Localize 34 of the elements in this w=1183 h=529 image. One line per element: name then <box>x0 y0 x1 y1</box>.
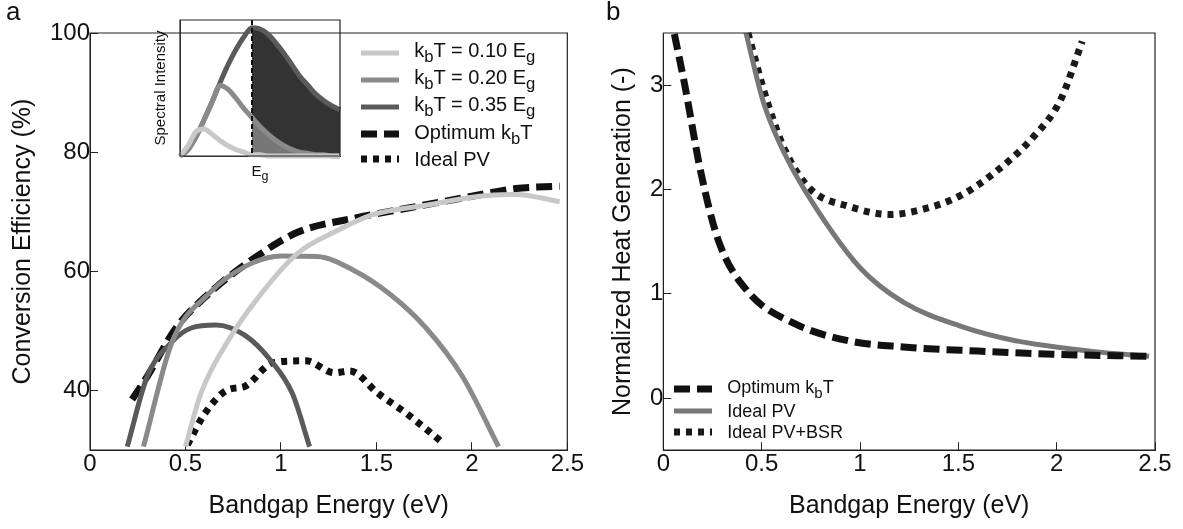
x-tick-label: 1.5 <box>941 449 976 477</box>
y-tick-label: 80 <box>63 136 91 164</box>
chart-title: a <box>6 0 21 27</box>
y-tick-label: 1 <box>649 278 664 306</box>
x-axis-title: Bandgap Energy (eV) <box>208 489 449 518</box>
legend-label: k$_{b}$T = 0.35 E$_{g}$ <box>414 93 536 121</box>
y-tick-label: 3 <box>649 69 664 97</box>
x-tick-label: 2 <box>1049 449 1064 477</box>
y-axis-title: Normalized Heat Generation (-) <box>606 67 635 416</box>
y-tick-label: 40 <box>63 375 91 403</box>
y-tick-label: 60 <box>63 256 91 284</box>
x-tick-label: 2.5 <box>550 449 585 477</box>
x-axis-title: Bandgap Energy (eV) <box>788 489 1030 518</box>
x-tick-label: 0.5 <box>744 449 779 477</box>
legend-label: Optimum k$_{b}$T <box>414 120 533 148</box>
x-tick-label: 1 <box>853 449 867 477</box>
y-axis-title: Spectral Intensity <box>151 29 169 146</box>
y-tick-label: 2 <box>649 174 664 202</box>
legend-label: k$_{b}$T = 0.20 E$_{g}$ <box>414 66 536 94</box>
chart-title: b <box>606 0 621 27</box>
y-tick-label: 0 <box>649 382 664 410</box>
y-axis-title: Conversion Efficiency (%) <box>6 98 35 385</box>
legend-label: Ideal PV <box>414 147 490 171</box>
x-tick-label: 1.5 <box>359 449 394 477</box>
x-tick-label: 0.5 <box>168 449 203 477</box>
x-tick-label: 2 <box>465 449 479 477</box>
legend-label: Ideal PV+BSR <box>727 421 843 443</box>
x-tick-label: 1 <box>274 449 288 477</box>
legend-label: Ideal PV <box>727 401 796 422</box>
x-axis-title: E$_{g}$ <box>251 162 269 183</box>
legend-label: Optimum k$_{b}$T <box>727 377 834 402</box>
x-tick-label: 2.5 <box>1138 449 1172 477</box>
legend-label: k$_{b}$T = 0.10 E$_{g}$ <box>414 39 536 67</box>
y-tick-label: 100 <box>50 17 91 45</box>
